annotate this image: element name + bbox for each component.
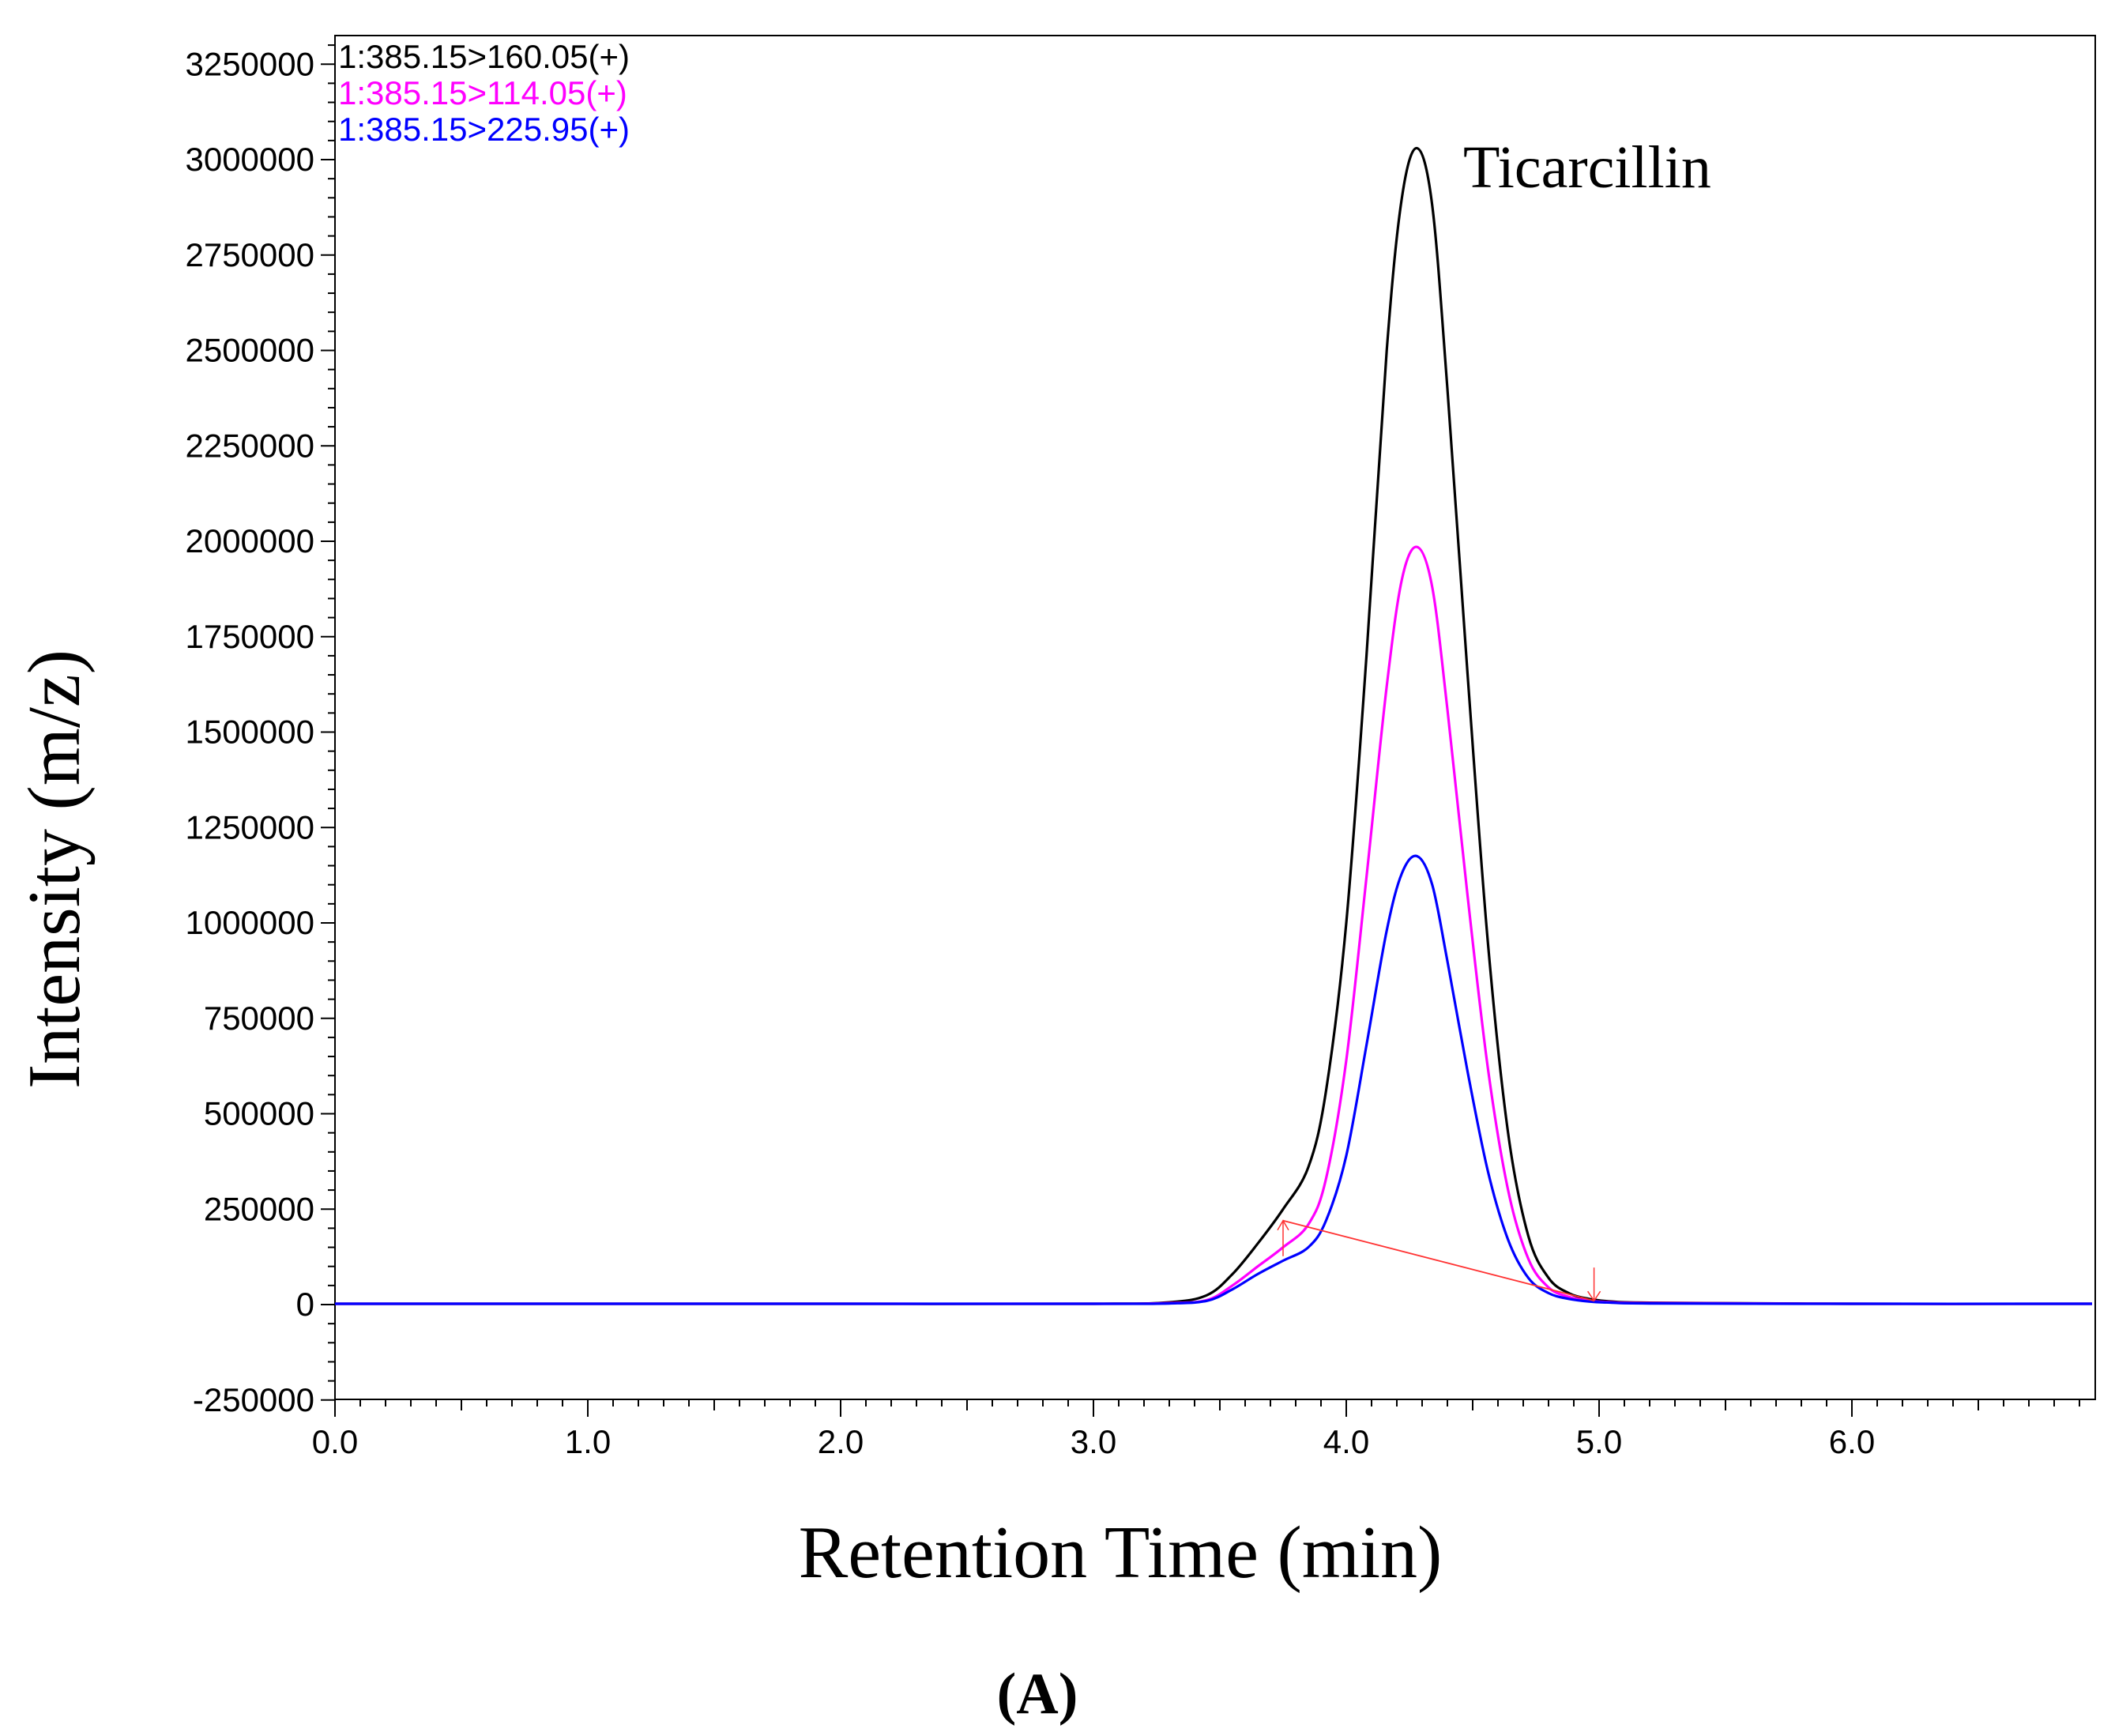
y-tick-label: 500000 [204, 1095, 314, 1132]
x-tick-label: 3.0 [1071, 1423, 1116, 1460]
y-tick-label: 2500000 [185, 332, 314, 369]
baseline-end-arrow [1586, 1290, 1601, 1302]
y-tick-label: 3000000 [185, 141, 314, 178]
series-line-blue [335, 854, 2093, 1305]
y-tick-label: 1000000 [185, 904, 314, 941]
legend: 1:385.15>160.05(+)1:385.15>114.05(+)1:38… [338, 38, 630, 148]
y-tick-label: 1750000 [185, 618, 314, 655]
y-tick-label: 0 [296, 1286, 314, 1323]
x-tick-label: 4.0 [1323, 1423, 1369, 1460]
plot-frame [334, 35, 2096, 1400]
legend-entry-blue: 1:385.15>225.95(+) [338, 111, 630, 148]
x-tick-label: 5.0 [1576, 1423, 1622, 1460]
x-major-ticks [334, 1399, 1853, 1417]
x-tick-label: 1.0 [565, 1423, 611, 1460]
y-tick-label: 750000 [204, 1000, 314, 1037]
y-tick-label: 3250000 [185, 45, 314, 82]
y-tick-labels: 3250000300000027500002500000225000020000… [185, 45, 314, 1418]
x-tick-labels: 0.0 1.0 2.0 3.0 4.0 5.0 6.0 [312, 1423, 1875, 1460]
y-major-ticks [321, 63, 335, 1401]
y-tick-label: 2750000 [185, 236, 314, 273]
x-minor-ticks [359, 1399, 2080, 1410]
y-tick-label: 2250000 [185, 427, 314, 464]
y-tick-label: -250000 [193, 1381, 314, 1418]
baseline-line [1282, 1219, 1594, 1302]
legend-entry-black: 1:385.15>160.05(+) [338, 38, 630, 75]
y-tick-label: 1500000 [185, 714, 314, 751]
x-tick-label: 6.0 [1829, 1423, 1875, 1460]
baseline-marker [1277, 1219, 1601, 1302]
y-tick-label: 1250000 [185, 808, 314, 845]
x-tick-label: 0.0 [312, 1423, 358, 1460]
y-tick-label: 2000000 [185, 522, 314, 559]
series-lines [335, 146, 2093, 1305]
panel-label: (A) [997, 1662, 1078, 1727]
x-tick-label: 2.0 [818, 1423, 864, 1460]
x-axis-title: Retention Time (min) [799, 1512, 1443, 1594]
baseline-start-arrow [1277, 1219, 1289, 1231]
y-minor-ticks [328, 44, 335, 1382]
legend-entry-magenta: 1:385.15>114.05(+) [338, 74, 627, 111]
y-tick-label: 250000 [204, 1190, 314, 1227]
peak-annotation: Ticarcillin [1463, 134, 1711, 201]
y-axis-title: Intensity (m/z) [13, 650, 96, 1089]
